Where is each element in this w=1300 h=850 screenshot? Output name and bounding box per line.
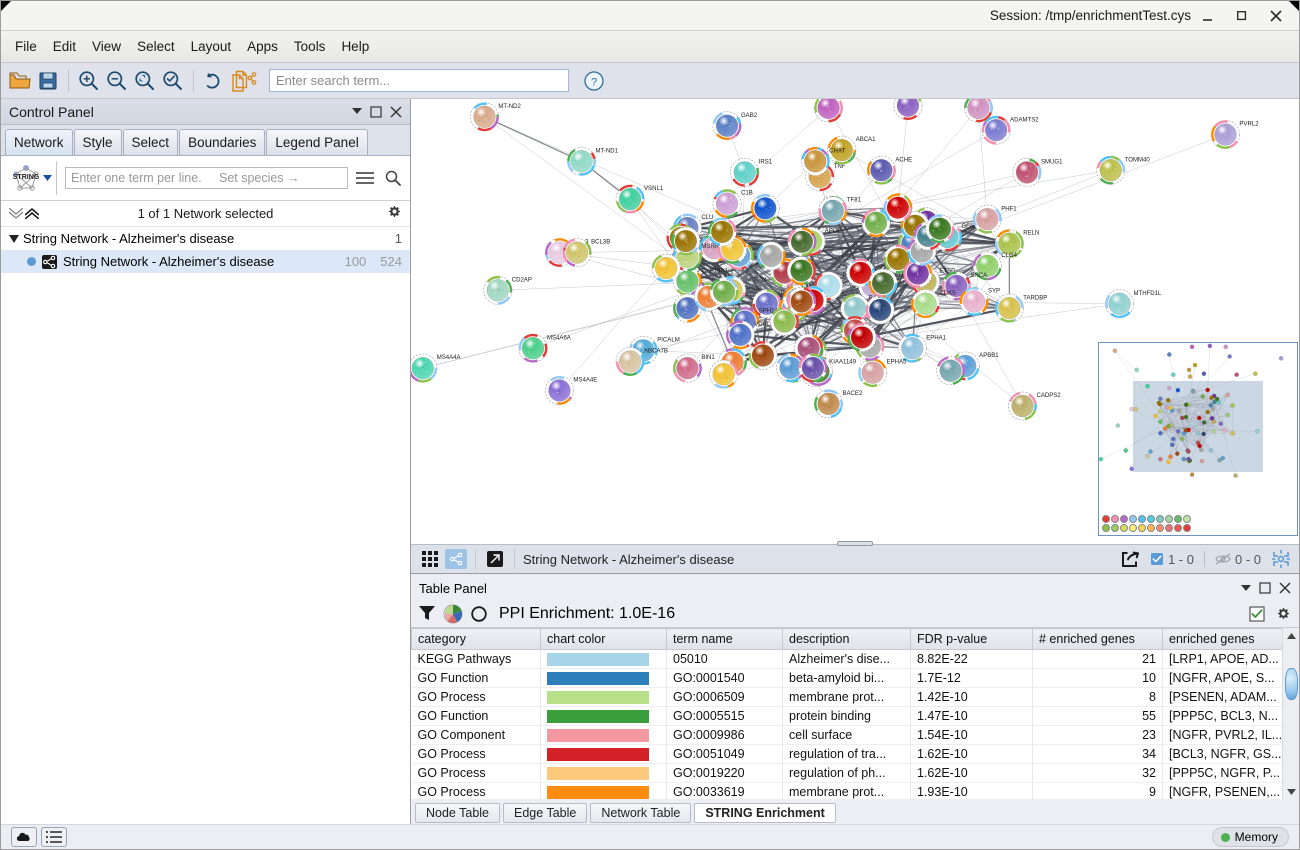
svg-text:TNF: TNF xyxy=(834,164,846,170)
svg-text:?: ? xyxy=(591,76,597,88)
svg-text:APBB1: APBB1 xyxy=(979,353,999,359)
svg-text:BIN1: BIN1 xyxy=(701,355,715,361)
svg-text:MT-ND1: MT-ND1 xyxy=(595,148,618,154)
svg-text:TOP3: TOP3 xyxy=(992,99,1008,101)
svg-text:EPHA1: EPHA1 xyxy=(926,335,946,341)
svg-text:BACE2: BACE2 xyxy=(842,391,862,397)
svg-text:MT-ND2: MT-ND2 xyxy=(498,104,521,110)
svg-text:CDK5: CDK5 xyxy=(939,291,956,297)
svg-text:VDRL: VDRL xyxy=(754,322,771,328)
svg-text:CADPS2: CADPS2 xyxy=(1036,393,1061,399)
svg-text:PICALM: PICALM xyxy=(657,337,680,343)
svg-text:PVRL2: PVRL2 xyxy=(1239,122,1259,128)
svg-text:CLG4: CLG4 xyxy=(1001,253,1017,259)
svg-text:TARDBP: TARDBP xyxy=(1023,295,1047,301)
svg-text:APOE: APOE xyxy=(825,229,842,235)
svg-text:TOP1: TOP1 xyxy=(842,99,858,101)
svg-text:SYP: SYP xyxy=(988,288,1000,294)
svg-text:MS4A6A: MS4A6A xyxy=(547,335,572,341)
svg-text:MS4A4E: MS4A4E xyxy=(573,377,597,383)
svg-text:CLU: CLU xyxy=(701,215,713,221)
svg-text:TOMM40: TOMM40 xyxy=(1125,157,1151,163)
svg-text:IRS1: IRS1 xyxy=(759,159,773,165)
svg-text:GAB2: GAB2 xyxy=(741,113,758,119)
svg-text:EPHA5: EPHA5 xyxy=(887,360,907,366)
svg-text:RELN: RELN xyxy=(1023,231,1039,237)
svg-text:BCL3B: BCL3B xyxy=(591,240,610,246)
svg-text:MTHFD1L: MTHFD1L xyxy=(1134,291,1163,297)
svg-text:KIAA1149: KIAA1149 xyxy=(829,360,856,366)
svg-text:CD2AP: CD2AP xyxy=(512,277,532,283)
svg-text:VSNL1: VSNL1 xyxy=(644,186,664,192)
svg-text:CHAT: CHAT xyxy=(829,148,845,154)
svg-text:TF81: TF81 xyxy=(847,197,862,203)
svg-text:ADAMTS2: ADAMTS2 xyxy=(1010,117,1039,123)
svg-text:NCSTN: NCSTN xyxy=(745,277,766,283)
svg-text:ABCA7B: ABCA7B xyxy=(644,349,668,355)
svg-text:MS4A4A: MS4A4A xyxy=(437,355,462,361)
svg-text:CYP19A1: CYP19A1 xyxy=(701,269,728,275)
svg-text:PHF1: PHF1 xyxy=(1001,206,1017,212)
svg-text:SNCA: SNCA xyxy=(970,273,988,279)
svg-text:STRING: STRING xyxy=(13,174,40,181)
svg-text:SMUG1: SMUG1 xyxy=(1041,159,1063,165)
svg-text:ABCA1: ABCA1 xyxy=(856,137,876,143)
svg-text:ACHE: ACHE xyxy=(895,157,912,163)
svg-text:C1B: C1B xyxy=(741,191,753,197)
